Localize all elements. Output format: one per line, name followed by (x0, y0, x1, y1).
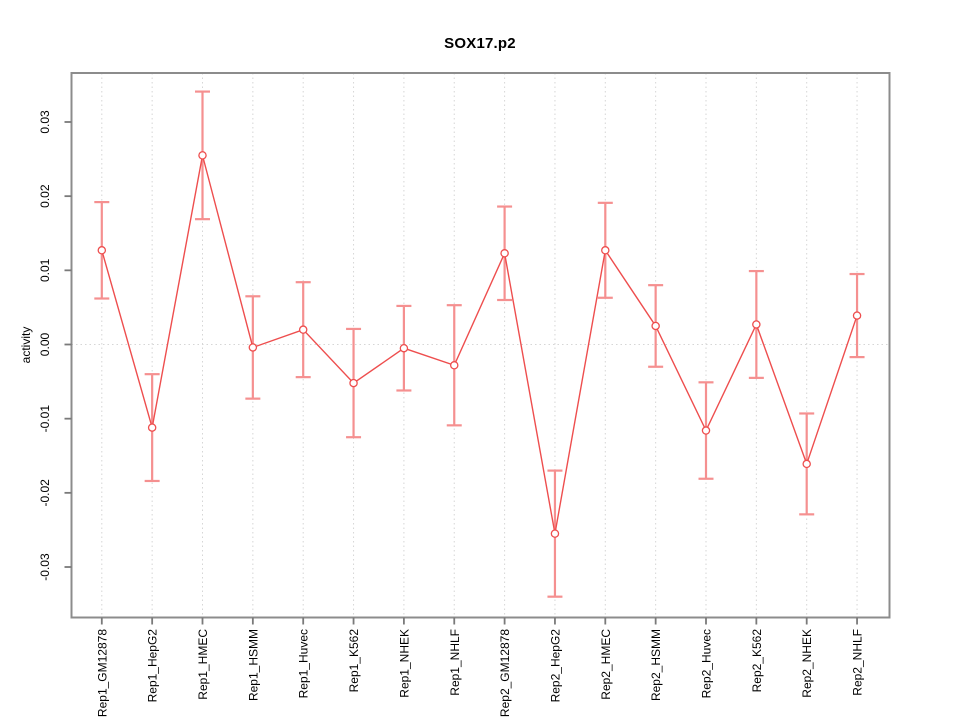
data-point (97, 246, 107, 255)
y-axis-tick-label: -0.03 (38, 553, 52, 581)
x-axis-category-label: Rep2_Huvec (700, 629, 714, 698)
y-axis-tick-label: 0.03 (38, 110, 52, 134)
y-axis-tick-label: -0.02 (38, 479, 52, 507)
data-point (701, 426, 711, 435)
x-axis-category-label: Rep1_HepG2 (146, 629, 160, 703)
x-axis-category-label: Rep1_NHEK (397, 629, 411, 698)
data-point (651, 321, 660, 331)
x-axis-category-label: Rep1_HMEC (196, 629, 210, 700)
data-point (198, 151, 207, 160)
x-axis-category-label: Rep2_GM12878 (498, 629, 512, 717)
y-axis-tick-label: 0.00 (38, 332, 52, 356)
data-point (852, 311, 862, 320)
y-axis-tick-label: 0.01 (38, 258, 52, 282)
data-point (601, 246, 610, 255)
data-point (752, 320, 761, 329)
data-point (248, 343, 258, 352)
chart-title: SOX17.p2 (444, 35, 516, 52)
x-axis-category-label: Rep2_HMEC (599, 629, 613, 700)
y-axis-tick-label: 0.02 (38, 184, 52, 208)
x-axis-category-label: Rep1_Huvec (297, 629, 311, 698)
x-axis-category-label: Rep1_NHLF (448, 629, 462, 696)
y-axis-tick-label: -0.01 (38, 405, 52, 433)
x-axis-category-label: Rep2_NHLF (851, 629, 865, 696)
x-axis-category-label: Rep1_HSMM (246, 629, 260, 701)
data-point (449, 361, 459, 370)
plot-box (70, 72, 891, 619)
data-point (399, 343, 409, 353)
data-point (500, 249, 509, 258)
x-axis-category-label: Rep2_K562 (750, 629, 764, 693)
x-axis-category-label: Rep1_K562 (347, 629, 361, 693)
series-line (101, 155, 858, 534)
x-axis-category-label: Rep1_GM12878 (95, 629, 109, 717)
data-point (349, 378, 358, 388)
x-axis-category-label: Rep2_NHEK (800, 629, 814, 698)
data-point (147, 423, 157, 432)
y-axis-title: activity (19, 326, 33, 364)
x-axis-category-label: Rep2_HSMM (649, 629, 663, 701)
data-point (298, 325, 308, 334)
data-point (802, 459, 811, 469)
x-axis-category-label: Rep2_HepG2 (548, 629, 562, 703)
data-point (550, 529, 560, 538)
